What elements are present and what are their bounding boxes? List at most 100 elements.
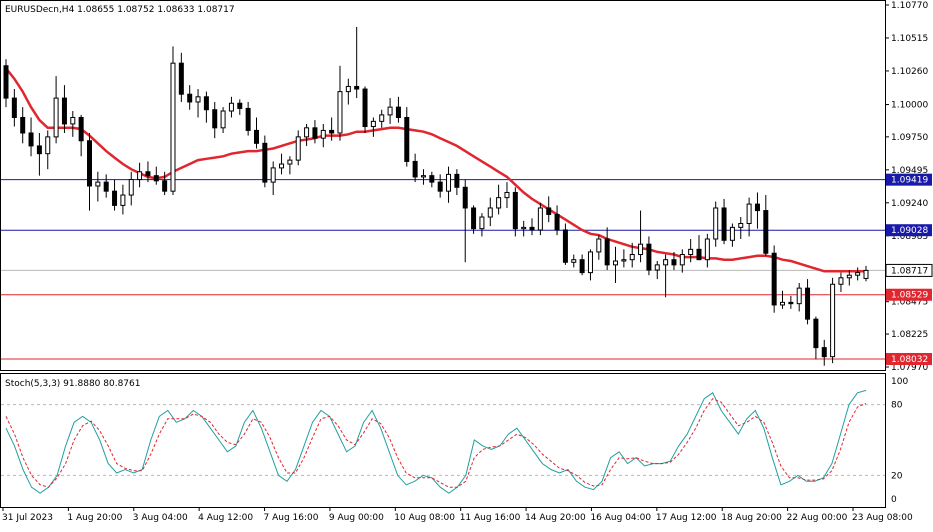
candle-body bbox=[679, 254, 685, 266]
price-tick-label: 1.08225 bbox=[891, 330, 928, 340]
candle-body bbox=[70, 116, 76, 125]
candle-body bbox=[3, 65, 9, 99]
candle-body bbox=[696, 248, 702, 261]
candle-body bbox=[487, 207, 493, 218]
candle-body bbox=[638, 243, 644, 256]
candle bbox=[671, 251, 677, 271]
candle bbox=[696, 235, 702, 261]
candle bbox=[521, 220, 527, 237]
candle-body bbox=[53, 97, 59, 138]
level-line-label-bg bbox=[886, 288, 932, 301]
candle-body bbox=[571, 259, 577, 263]
candle bbox=[537, 202, 543, 236]
candle bbox=[796, 282, 802, 312]
candle-body bbox=[253, 129, 259, 144]
level-line-label: 1.08032 bbox=[891, 355, 928, 365]
candle-body bbox=[379, 114, 385, 122]
candle-body bbox=[830, 283, 836, 358]
candle bbox=[145, 161, 151, 183]
candle-body bbox=[529, 226, 535, 231]
candle bbox=[45, 130, 51, 170]
candle-body bbox=[228, 102, 234, 112]
candle-body bbox=[11, 97, 17, 118]
candle-body bbox=[713, 207, 719, 240]
price-tick-label: 1.07970 bbox=[891, 363, 928, 373]
candle bbox=[237, 99, 243, 115]
candle-body bbox=[220, 110, 226, 129]
stochastic-layer: 100 80 20 0 bbox=[1, 377, 908, 505]
candle bbox=[28, 117, 34, 157]
candle-body bbox=[721, 207, 727, 241]
candle-body bbox=[28, 132, 34, 147]
current-price-label: 1.08717 bbox=[891, 266, 928, 276]
price-tick-label: 1.08475 bbox=[891, 298, 928, 308]
candle bbox=[420, 169, 426, 185]
candle bbox=[53, 76, 59, 144]
candle-body bbox=[454, 173, 460, 188]
price-tick-label: 1.10770 bbox=[891, 1, 928, 11]
candle bbox=[754, 192, 760, 229]
candle-body bbox=[370, 120, 376, 128]
time-tick-label: 3 Aug 04:00 bbox=[133, 513, 188, 523]
candle bbox=[70, 111, 76, 137]
stoch-tick-label: 0 bbox=[891, 495, 897, 505]
candle-body bbox=[746, 203, 752, 224]
time-axis: 31 Jul 2023 1 Aug 20:00 3 Aug 04:00 4 Aug 1… bbox=[2, 507, 913, 523]
candle-body bbox=[320, 129, 326, 139]
candle bbox=[830, 277, 836, 364]
candle bbox=[187, 85, 193, 110]
candle bbox=[604, 227, 610, 271]
time-tick-label: 22 Aug 00:00 bbox=[787, 513, 848, 523]
chart-title: EURUSDecn,H4 1.08655 1.08752 1.08633 1.0… bbox=[5, 5, 235, 15]
candle-body bbox=[663, 259, 669, 266]
time-tick-label: 31 Jul 2023 bbox=[2, 513, 53, 523]
candle-body bbox=[688, 248, 694, 256]
stoch-panel-frame bbox=[0, 373, 886, 508]
candle bbox=[287, 156, 293, 175]
candle bbox=[270, 161, 276, 196]
candle-body bbox=[404, 116, 410, 162]
stoch-tick-label: 100 bbox=[891, 377, 908, 387]
stoch-tick-label: 80 bbox=[891, 401, 903, 411]
candle bbox=[446, 166, 452, 203]
candle bbox=[462, 179, 468, 263]
candle-body bbox=[95, 181, 101, 187]
candle-body bbox=[846, 274, 852, 279]
candle bbox=[379, 109, 385, 128]
candle-body bbox=[462, 186, 468, 209]
candle-body bbox=[237, 102, 243, 109]
candle bbox=[479, 213, 485, 237]
time-tick-label: 10 Aug 08:00 bbox=[394, 513, 455, 523]
candle bbox=[137, 162, 143, 188]
price-tick-label: 1.10515 bbox=[891, 34, 928, 44]
current-price-label-bg bbox=[885, 263, 933, 277]
candle bbox=[821, 339, 827, 366]
candle bbox=[295, 130, 301, 166]
level-line-label: 1.08529 bbox=[891, 291, 928, 301]
candle-body bbox=[395, 106, 401, 118]
time-tick-label: 14 Aug 20:00 bbox=[525, 513, 586, 523]
candle-body bbox=[304, 127, 310, 138]
candle-body bbox=[279, 163, 285, 169]
candle-body bbox=[646, 243, 652, 271]
candle bbox=[738, 217, 744, 240]
candle bbox=[638, 210, 644, 263]
candle-body bbox=[512, 191, 518, 230]
candle bbox=[120, 184, 126, 215]
candle bbox=[571, 254, 577, 268]
candle-body bbox=[270, 167, 276, 183]
candle bbox=[153, 166, 159, 185]
candle bbox=[454, 169, 460, 196]
candle bbox=[529, 218, 535, 236]
candle-body bbox=[128, 179, 134, 196]
candle bbox=[688, 239, 694, 263]
candle-body bbox=[788, 301, 794, 305]
level-line-label: 1.09419 bbox=[891, 176, 928, 186]
time-tick-label: 23 Aug 08:00 bbox=[852, 513, 913, 523]
candle bbox=[170, 46, 176, 196]
candle bbox=[471, 205, 477, 234]
candle-body bbox=[137, 171, 143, 181]
level-line-label-bg bbox=[886, 352, 932, 365]
